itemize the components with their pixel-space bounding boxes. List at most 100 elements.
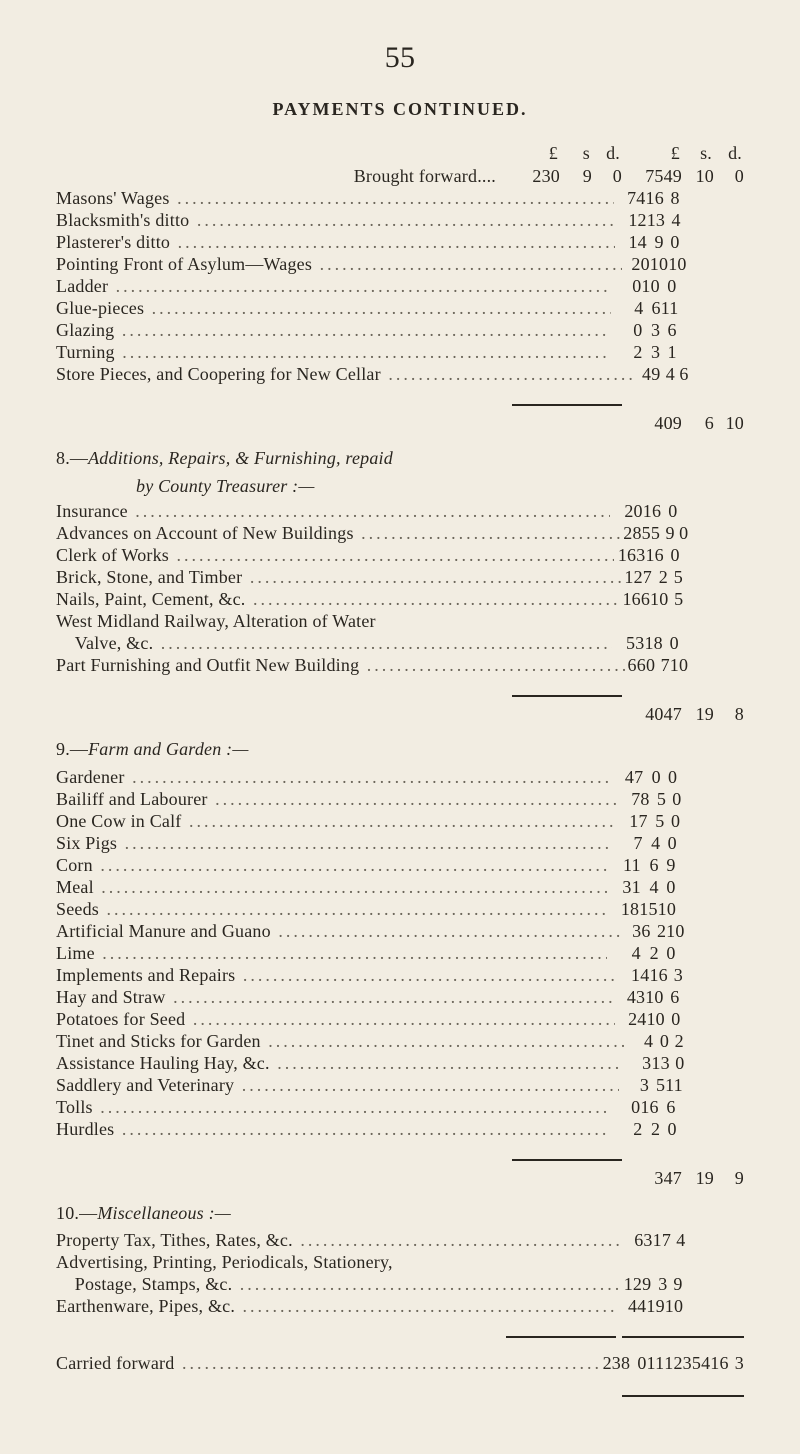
ledger-label: Hurdles [56,1119,609,1140]
ledger-row: Nails, Paint, Cement, &c.166105 [56,589,744,611]
page-number: 55 [56,40,744,75]
ledger-amt-a1: 44 [616,1296,646,1317]
bf-b-s: 10 [682,166,714,187]
ledger-label: Advances on Account of New Buildings [56,523,623,544]
total-9-row: 347 19 9 [56,1168,744,1189]
col-L2: £ [620,143,680,164]
sec8-num: 8.— [56,448,88,468]
ledger-amt-a1: 47 [610,767,643,788]
cf-a-L: 238 [600,1353,631,1374]
brought-forward-label: Brought forward.... [56,166,500,187]
group-9: Gardener4700Bailiff and Labourer7850One … [56,767,744,1141]
ledger-label: Plasterer's ditto [56,232,615,253]
ledger-amt-a2: 6 [641,855,659,876]
bf-b-d: 0 [714,166,744,187]
ledger-amt-a2: 10 [650,589,668,610]
ledger-amt-a1: 3 [619,1075,649,1096]
ledger-amt-a2: 3 [651,1274,667,1295]
ledger-amt-a3: 1 [660,342,677,363]
ledger-label: Clerk of Works [56,545,614,566]
ledger-label: Earthenware, Pipes, &c. [56,1296,616,1317]
ledger-label: Bailiff and Labourer [56,789,619,810]
ledger-label: Corn [56,855,607,876]
ledger-amt-a1: 14 [615,232,647,253]
ledger-label: Lime [56,943,607,964]
ledger-amt-a1: 53 [612,633,644,654]
ledger-label: Glue-pieces [56,298,611,319]
bf-b-L: 7549 [622,166,682,187]
ledger-amt-a1: 0 [607,1097,641,1118]
total9-s: 19 [682,1168,714,1189]
ledger-amt-a3: 0 [661,767,677,788]
ledger-row: Meal3140 [56,877,744,899]
ledger-label: Advertising, Printing, Periodicals, Stat… [56,1252,500,1273]
ledger-row: Advertising, Printing, Periodicals, Stat… [56,1252,744,1274]
ledger-amt-a1: 74 [614,188,646,209]
ledger-label: Blacksmith's ditto [56,210,616,231]
ledger-label: Seeds [56,899,606,920]
ledger-amt-a1: 2 [609,1119,642,1140]
ledger-amt-a2: 16 [645,545,663,566]
ledger-label: Turning [56,342,609,363]
ledger-amt-a2: 2 [652,567,668,588]
ledger-amt-a3: 8 [664,188,680,209]
sec9-title: Farm and Garden :— [88,739,248,759]
ledger-amt-a2: 16 [643,501,661,522]
ledger-row: Tolls0166 [56,1097,744,1119]
ledger-amt-a2: 10 [641,276,659,297]
ledger-amt-a1: 129 [621,1274,651,1295]
ledger-amt-a2: 19 [646,1296,664,1317]
ledger-label: Property Tax, Tithes, Rates, &c. [56,1230,624,1251]
carried-label: Carried forward [56,1353,600,1374]
ledger-amt-a2: 4 [660,364,675,385]
ledger-amt-a3: 0 [664,811,680,832]
ledger-amt-a1: 49 [633,364,660,385]
ledger-amt-a3: 0 [660,833,677,854]
ledger-amt-a3: 6 [675,364,689,385]
total9-L: 347 [622,1168,682,1189]
ledger-label: Valve, &c. [56,633,612,654]
rule-8 [56,681,744,702]
col-L1: £ [498,143,558,164]
ledger-row: Blacksmith's ditto12134 [56,210,744,232]
col-d1: d. [590,143,620,164]
ledger-amt-a2: 3 [642,320,660,341]
ledger-amt-a2: 15 [639,899,657,920]
ledger-label: Meal [56,877,607,898]
sec9-num: 9.— [56,739,88,759]
ledger-amt-a2: 13 [651,1053,669,1074]
ledger-row: Valve, &c.53180 [56,633,744,655]
ledger-row: Assistance Hauling Hay, &c.3130 [56,1053,744,1075]
ledger-amt-a3: 3 [668,965,683,986]
bf-a-L: 230 [500,166,560,187]
ledger-row: Store Pieces, and Coopering for New Cell… [56,364,744,386]
total-pre-L: 409 [622,413,682,434]
ledger-label: Nails, Paint, Cement, &c. [56,589,620,610]
ledger-row: Artificial Manure and Guano36210 [56,921,744,943]
ledger-label: Glazing [56,320,609,341]
ledger-amt-a1: 2855 [623,523,660,544]
ledger-amt-a2: 0 [643,767,661,788]
ledger-amt-a3: 10 [668,254,686,275]
ledger-amt-a3: 11 [661,298,679,319]
total8-d: 8 [714,704,744,725]
ledger-row: West Midland Railway, Alteration of Wate… [56,611,744,633]
ledger-label: Part Furnishing and Outfit New Building [56,655,628,676]
ledger-amt-a2: 10 [650,254,668,275]
cf-a-d: 11 [647,1353,665,1374]
ledger-amt-a1: 63 [624,1230,653,1251]
brought-forward-row: Brought forward.... 230 9 0 7549 10 0 [56,166,744,188]
ledger-row: Ladder0100 [56,276,744,298]
ledger-amt-a1: 17 [616,811,647,832]
ledger-amt-a1: 36 [621,921,650,942]
total-8-row: 4047 19 8 [56,704,744,725]
ledger-amt-a3: 6 [660,320,677,341]
ledger-row: Pointing Front of Asylum—Wages201010 [56,254,744,276]
col-s2: s. [680,143,712,164]
ledger-amt-a2: 9 [647,232,664,253]
ledger-amt-a1: 11 [607,855,641,876]
ledger-amt-a3: 2 [669,1031,684,1052]
ledger-amt-a3: 0 [659,943,676,964]
ledger-amt-a3: 9 [659,855,676,876]
ledger-label: Tolls [56,1097,607,1118]
